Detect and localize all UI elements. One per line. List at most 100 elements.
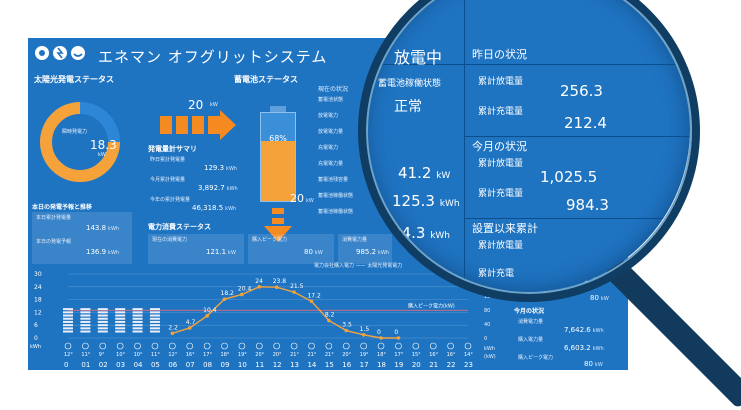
chart-bar-segment bbox=[149, 311, 160, 314]
chart-bar-segment bbox=[115, 320, 126, 323]
chart-temp-label: 15° bbox=[412, 352, 421, 358]
chart-x-tick: 15 bbox=[325, 361, 334, 369]
chart-data-point bbox=[240, 292, 244, 297]
chart-bar-segment bbox=[63, 327, 73, 330]
chart-data-point bbox=[222, 297, 227, 301]
consumption-current-label: 現在の消費電力 bbox=[152, 237, 188, 243]
chart-x-tick: 19 bbox=[394, 361, 403, 369]
right-peak-value: 80 kW bbox=[590, 294, 609, 302]
battery-status-title: 現在の状況 bbox=[318, 86, 349, 93]
chart-bar-segment bbox=[149, 314, 160, 317]
chart-series-line bbox=[172, 286, 399, 339]
chart-data-label: 20.4 bbox=[238, 285, 252, 292]
chart-bar-segment bbox=[115, 330, 126, 333]
chart-bar-segment bbox=[115, 324, 126, 327]
chart-bar-segment bbox=[115, 308, 126, 311]
solar-row-label: 昨日累計発電量 bbox=[150, 157, 186, 163]
chart-data-label: 2.2 bbox=[168, 324, 178, 331]
chart-data-label: 18.2 bbox=[221, 290, 235, 297]
chart-bar-segment bbox=[80, 314, 91, 317]
chart-bar-segment bbox=[63, 317, 73, 320]
battery-status-item: 蓄電池稼働状態 bbox=[318, 209, 354, 215]
chart-data-point bbox=[292, 290, 296, 294]
solar-row-value: 3,892.7 kWh bbox=[198, 184, 238, 192]
chart-temp-label: 18° bbox=[221, 352, 230, 358]
weather-icon bbox=[360, 342, 367, 350]
chart-bar-segment bbox=[132, 308, 143, 311]
chart-bar-segment bbox=[97, 330, 108, 333]
forecast-row-value: 143.8 kWh bbox=[86, 224, 120, 232]
chart-temp-label: 19° bbox=[238, 352, 247, 358]
chart-bar-segment bbox=[63, 311, 73, 314]
chart-bar-segment bbox=[115, 327, 126, 330]
chart-bar-segment bbox=[132, 330, 143, 333]
chart-bar-segment bbox=[63, 308, 73, 311]
chart-x-tick: 18 bbox=[377, 361, 386, 369]
forecast-row-label: 本日累計発電量 bbox=[36, 215, 72, 221]
chart-bar-segment bbox=[149, 308, 160, 311]
forecast-row-label: 本日の発電予報 bbox=[36, 239, 72, 245]
chart-bar-segment bbox=[97, 317, 108, 320]
chart-temp-label: 20° bbox=[273, 352, 282, 358]
consumption-peak-panel bbox=[248, 234, 334, 264]
battery-status-item: 充電電力量 bbox=[318, 161, 344, 167]
chart-bar-segment bbox=[80, 320, 91, 323]
forecast-title: 本日の発電予報と推移 bbox=[32, 204, 93, 211]
right-y-tick: 80 bbox=[484, 308, 491, 314]
right-y-tick: 40 bbox=[484, 322, 491, 328]
weather-icon bbox=[412, 342, 420, 350]
weather-icon bbox=[169, 342, 176, 350]
chart-data-point bbox=[257, 285, 262, 289]
chart-bar-segment bbox=[132, 320, 143, 323]
solar-row-value: 129.3 kWh bbox=[204, 164, 238, 172]
chart-x-tick: 06 bbox=[168, 361, 177, 369]
chart-bar-segment bbox=[80, 327, 91, 330]
battery-level-icon: 68% bbox=[260, 106, 296, 202]
right-month-row-label: 購入ピーク電力 bbox=[518, 355, 554, 361]
chart-bar-segment bbox=[149, 317, 160, 320]
consumption-current-panel bbox=[148, 234, 244, 264]
chart-data-point bbox=[396, 336, 401, 340]
chart-temp-label: 12° bbox=[168, 352, 177, 358]
chart-temp-label: 11° bbox=[81, 352, 90, 358]
battery-status-item: 放電電力 bbox=[318, 113, 339, 119]
weather-icon bbox=[256, 342, 263, 350]
chart-data-label: 17.2 bbox=[307, 292, 321, 299]
chart-bar-segment bbox=[132, 327, 143, 330]
chart-temp-label: 16° bbox=[447, 352, 456, 358]
chart-temp-label: 17° bbox=[394, 352, 403, 358]
chart-data-point bbox=[379, 336, 383, 340]
consumption-current-value: 121.1 kW bbox=[206, 248, 236, 256]
right-y-tick: 0 bbox=[484, 336, 488, 342]
chart-temp-label: 10° bbox=[134, 352, 143, 358]
weather-icon bbox=[377, 342, 385, 350]
solar-gauge bbox=[40, 102, 120, 182]
title-bar: エネマン オフグリットシステム bbox=[28, 38, 628, 68]
battery-status-item: 蓄電池残容量 bbox=[318, 177, 349, 183]
battery-status-item: 蓄電池状態 bbox=[318, 97, 344, 103]
hourly-generation-chart: 3024181260kWh購入ピーク電力(kW)2.24.710.418.220… bbox=[30, 271, 473, 369]
chart-x-tick: 03 bbox=[116, 361, 125, 369]
consumption-total-value: 985.2 kWh bbox=[356, 248, 390, 256]
chart-data-label: 4.7 bbox=[186, 319, 196, 326]
weather-icon bbox=[308, 342, 315, 350]
chart-x-tick: 23 bbox=[464, 361, 473, 369]
chart-data-point bbox=[344, 328, 349, 333]
chart-x-tick: 11 bbox=[255, 361, 264, 369]
chart-temp-label: 16° bbox=[429, 352, 438, 358]
chart-bar-segment bbox=[132, 324, 143, 327]
chart-bar-segment bbox=[97, 327, 108, 330]
chart-x-tick: 02 bbox=[99, 361, 108, 369]
chart-bar-segment bbox=[115, 311, 126, 314]
solar-section-title: 太陽光発電ステータス bbox=[34, 75, 114, 84]
battery-out-value: 20 kW bbox=[290, 192, 314, 205]
weather-icon bbox=[116, 342, 124, 350]
weather-icon bbox=[64, 342, 72, 350]
right-month-row-value: 6,603.2 kWh bbox=[564, 344, 604, 352]
solar-row-label: 今年の累計発電量 bbox=[150, 197, 191, 203]
chart-temp-label: 20° bbox=[342, 352, 351, 358]
chart-temp-label: 18° bbox=[377, 352, 386, 358]
chart-bar-segment bbox=[63, 330, 73, 333]
chart-x-tick: 14 bbox=[307, 361, 316, 369]
chart-data-label: 24 bbox=[255, 278, 263, 285]
